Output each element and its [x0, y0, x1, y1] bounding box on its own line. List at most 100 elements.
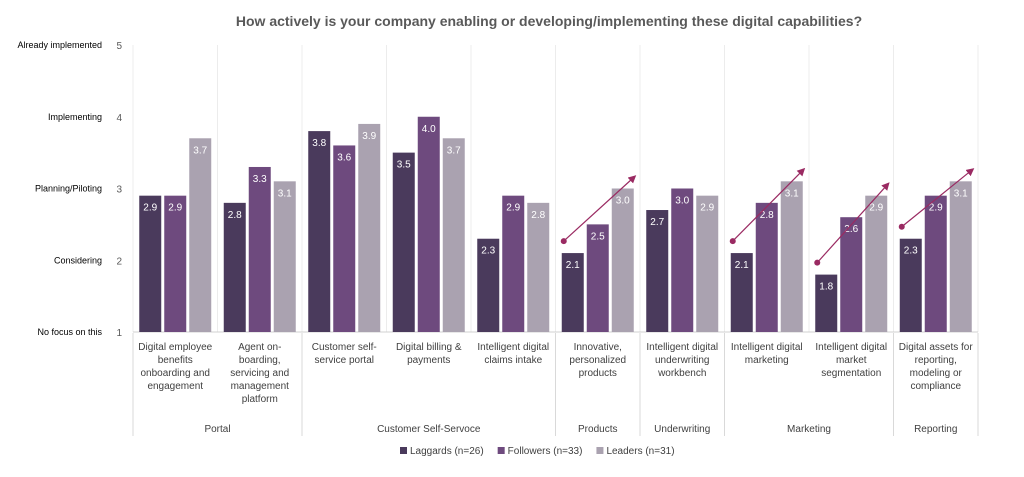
category-label: Digital assets for	[899, 342, 974, 353]
category-label: benefits	[158, 355, 193, 366]
y-tick-label: 5	[116, 41, 122, 52]
data-label: 2.5	[591, 231, 605, 242]
bar	[611, 188, 634, 332]
group-label: Marketing	[787, 424, 831, 435]
y-tick-label: 2	[116, 256, 122, 267]
bar	[561, 253, 584, 332]
bar	[527, 202, 550, 332]
y-tick-label: 4	[116, 113, 122, 124]
bar	[502, 195, 525, 332]
bar	[189, 138, 212, 332]
trend-arrow	[563, 175, 637, 242]
bar	[586, 224, 609, 332]
category-label: Intelligent digital	[815, 342, 887, 353]
bars-layer	[139, 116, 972, 332]
bar	[815, 274, 838, 332]
bar	[755, 202, 778, 332]
category-label: platform	[242, 394, 278, 405]
category-label: servicing and	[230, 368, 289, 379]
category-layer: Digital employee benefits onboarding and en…	[132, 333, 979, 436]
data-label: 3.6	[337, 152, 351, 163]
category-label: Intelligent digital	[477, 342, 549, 353]
data-label: 3.7	[447, 145, 461, 156]
bar	[164, 195, 187, 332]
legend-swatch	[596, 447, 604, 454]
category-label: Digital employee	[138, 342, 212, 353]
category-label: Agent on-	[238, 342, 281, 353]
bar	[477, 238, 500, 332]
data-label: 2.3	[904, 246, 918, 257]
data-label: 2.8	[228, 210, 242, 221]
bar	[223, 202, 246, 332]
bar	[417, 116, 440, 332]
category-label: compliance	[910, 381, 961, 392]
bar	[840, 217, 863, 332]
data-label: 2.9	[869, 203, 883, 214]
category-label: personalized	[569, 355, 626, 366]
data-label: 2.3	[481, 246, 495, 257]
category-label: Intelligent digital	[646, 342, 718, 353]
y-level-label: No focus on this	[37, 327, 102, 337]
data-label: 3.5	[397, 160, 411, 171]
bar	[899, 238, 922, 332]
category-label: payments	[407, 355, 450, 366]
data-label: 3.3	[253, 174, 267, 185]
data-label: 3.1	[954, 188, 968, 199]
category-label: boarding,	[239, 355, 281, 366]
category-label: Innovative,	[574, 342, 622, 353]
legend-label: Leaders (n=31)	[606, 446, 674, 457]
category-label: workbench	[657, 368, 706, 379]
category-label: Digital billing &	[396, 342, 462, 353]
bar	[924, 195, 947, 332]
y-tick-label: 3	[116, 185, 122, 196]
legend-swatch	[400, 447, 407, 454]
data-label: 3.7	[193, 145, 207, 156]
trend-arrow	[901, 168, 975, 228]
y-level-label: Considering	[54, 255, 102, 265]
data-label: 3.1	[278, 188, 292, 199]
trend-arrow-start	[898, 223, 905, 230]
bar	[308, 131, 331, 332]
category-label: management	[231, 381, 290, 392]
data-label: 2.8	[531, 210, 545, 221]
axis-layer: Already implemented Implementing Planning/…	[17, 40, 979, 339]
y-level-label: Implementing	[48, 112, 102, 122]
legend-swatch	[497, 447, 505, 454]
data-label: 2.1	[566, 260, 580, 271]
chart-title: How actively is your company enabling or…	[236, 13, 862, 29]
bar	[646, 210, 669, 332]
category-label: marketing	[745, 355, 789, 366]
data-label: 3.0	[675, 196, 689, 207]
data-label: 2.9	[506, 203, 520, 214]
legend-label: Laggards (n=26)	[410, 446, 484, 457]
data-label: 4.0	[422, 124, 436, 135]
data-label: 2.6	[844, 224, 858, 235]
data-label: 3.0	[616, 196, 630, 207]
trend-arrow-start	[814, 259, 821, 266]
category-label: service portal	[315, 355, 374, 366]
category-label: market	[836, 355, 867, 366]
bar	[358, 123, 381, 332]
bar	[139, 195, 162, 332]
category-label: onboarding and	[140, 368, 210, 379]
bar	[865, 195, 888, 332]
trend-arrow-start	[560, 238, 567, 245]
category-label: modeling or	[910, 368, 963, 379]
trend-arrow	[816, 182, 890, 264]
bar	[696, 195, 719, 332]
category-label: reporting,	[915, 355, 957, 366]
legend: Laggards (n=26) Followers (n=33) Leaders (…	[400, 446, 675, 457]
category-label: claims intake	[484, 355, 542, 366]
bar	[780, 181, 803, 332]
data-label: 2.9	[929, 203, 943, 214]
group-label: Products	[578, 424, 617, 435]
legend-label: Followers (n=33)	[508, 446, 583, 457]
bar	[248, 166, 271, 332]
bar	[333, 145, 356, 332]
bar	[730, 253, 753, 332]
bar	[671, 188, 694, 332]
category-label: underwriting	[655, 355, 709, 366]
data-label: 3.1	[785, 188, 799, 199]
y-tick-label: 1	[116, 328, 122, 339]
